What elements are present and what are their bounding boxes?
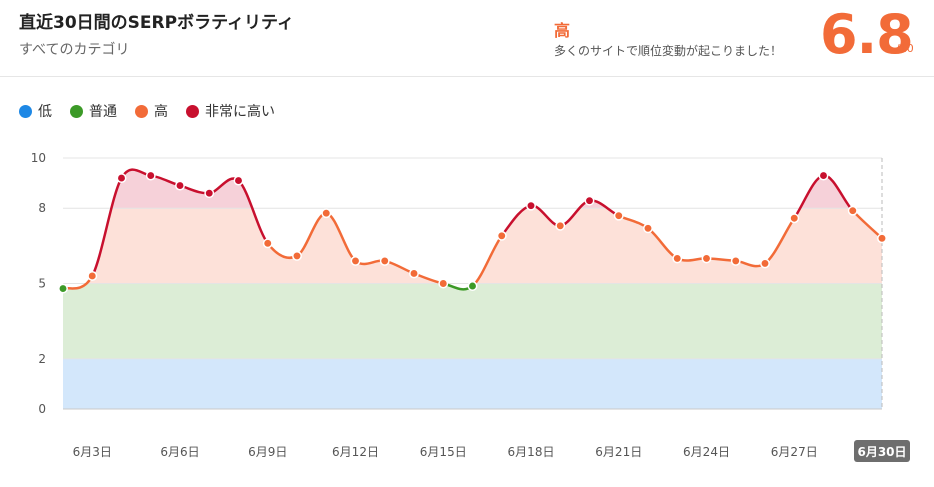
data-point [175,180,185,191]
header: 直近30日間のSERPボラティリティ すべてのカテゴリ 高 多くのサイトで順位変… [0,0,934,77]
data-point [496,230,507,241]
band-area [63,358,882,409]
legend-item[interactable]: 高 [135,101,168,121]
band-area [63,283,882,359]
data-point [789,213,800,224]
data-point [292,250,302,261]
data-point [350,255,361,266]
volatility-score: 6.8 [820,3,914,66]
legend-dot-icon [186,104,199,118]
x-tick-label: 6月6日 [160,445,199,459]
x-tick-label: 6月18日 [508,445,555,459]
data-point [262,238,273,249]
volatility-level-description: 多くのサイトで順位変動が起こりました！ [554,44,783,58]
data-point [877,233,887,244]
data-point [409,268,419,279]
series-line-segment [91,176,123,278]
data-point [730,255,741,266]
band-area [63,208,882,284]
data-point [145,170,156,181]
data-point [58,283,68,294]
legend-label: 非常に高い [205,104,275,120]
data-point [584,195,595,206]
legend-item[interactable]: 非常に高い [186,101,275,121]
data-point [204,188,215,199]
current-date-badge [854,440,910,462]
legend-item[interactable]: 普通 [70,101,117,121]
category-selector[interactable]: すべてのカテゴリ [19,42,130,58]
data-point [555,220,566,231]
data-point [760,258,770,269]
legend-label: 低 [38,104,52,120]
data-point [643,223,653,234]
data-point [818,170,829,181]
band-area [63,169,882,209]
data-point [467,281,478,291]
x-tick-label: 6月21日 [595,445,642,459]
x-tick-label: 6月3日 [73,445,112,459]
y-tick-label: 2 [38,352,46,366]
legend-dot-icon [70,104,83,118]
data-point [438,278,449,289]
x-tick-label: 6月15日 [420,445,467,459]
data-point [613,210,624,221]
legend: 低 普通 高 非常に高い [19,101,275,121]
data-point [701,253,712,264]
x-tick-label: 6月12日 [332,445,379,459]
data-point [672,253,683,264]
data-point [321,208,332,219]
legend-label: 普通 [89,104,117,120]
data-point [847,205,858,216]
x-tick-label: 6月30日 [857,445,906,459]
x-tick-label: 6月27日 [771,445,818,459]
legend-dot-icon [135,104,148,118]
y-tick-label: 0 [38,402,46,416]
data-point [526,200,536,211]
y-tick-label: 10 [31,151,46,165]
x-tick-label: 6月24日 [683,445,730,459]
legend-item[interactable]: 低 [19,101,52,121]
x-tick-label: 6月9日 [248,445,287,459]
legend-label: 高 [154,104,168,120]
chart-title: 直近30日間のSERPボラティリティ [19,13,295,33]
volatility-score-max: /10 [896,42,914,55]
data-point [379,255,390,266]
y-tick-label: 8 [38,201,46,215]
data-point [116,173,127,184]
volatility-level-label: 高 [554,21,571,40]
y-tick-label: 5 [38,277,46,291]
legend-dot-icon [19,104,32,118]
data-point [87,271,98,281]
data-point [233,175,244,186]
